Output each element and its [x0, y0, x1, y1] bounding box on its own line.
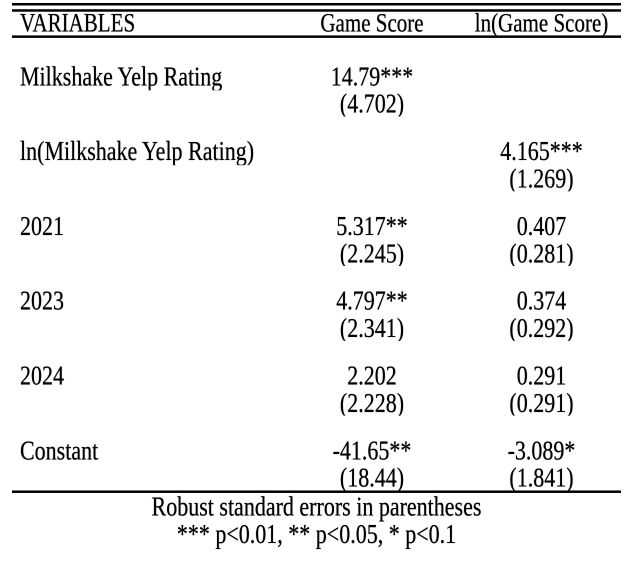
- se-cell: (4.702): [339, 89, 405, 117]
- header-variables: VARIABLES: [12, 11, 282, 38]
- spacer-row: [12, 191, 621, 212]
- coef-cell: 0.374: [516, 287, 567, 315]
- row-label: 2024: [20, 362, 64, 389]
- table-row: ln(Milkshake Yelp Rating) 4.165***: [12, 138, 621, 165]
- coef-cell: 4.797**: [336, 287, 408, 315]
- row-label: 2021: [20, 212, 64, 240]
- table-row: 2024 2.202 0.291: [12, 362, 621, 389]
- note-robust-se: Robust standard errors in parentheses: [151, 490, 482, 522]
- coef-cell: 0.407: [516, 212, 567, 240]
- regression-table: VARIABLES Game Score ln(Game Score) Milk…: [12, 11, 621, 491]
- se-cell: (18.44): [339, 463, 405, 491]
- header-row: VARIABLES Game Score ln(Game Score): [12, 11, 621, 38]
- se-cell: (0.291): [509, 388, 574, 416]
- table-row: 2021 5.317** 0.407: [12, 212, 621, 239]
- coef-cell: 4.165***: [500, 137, 583, 165]
- row-label: Milkshake Yelp Rating: [20, 62, 223, 90]
- table-row-se: (1.269): [12, 164, 621, 191]
- table-row-se: (4.702): [12, 90, 621, 117]
- coef-cell: 2.202: [347, 362, 397, 389]
- coef-cell: 5.317**: [336, 212, 408, 240]
- row-label: ln(Milkshake Yelp Rating): [20, 137, 255, 165]
- top-rule-inner: [12, 9, 621, 12]
- spacer-row: [12, 416, 621, 437]
- top-rule-outer: [12, 3, 621, 6]
- se-cell: [462, 90, 621, 117]
- se-cell: (2.245): [339, 239, 405, 267]
- se-cell: [282, 164, 462, 191]
- coef-cell: 0.291: [516, 362, 567, 389]
- spacer-row: [12, 37, 621, 63]
- table-row-se: (18.44) (1.841): [12, 464, 621, 491]
- se-cell: (0.281): [509, 239, 574, 267]
- table-row-se: (2.228) (0.291): [12, 389, 621, 416]
- table-row-se: (2.245) (0.281): [12, 239, 621, 266]
- coef-cell: [282, 138, 462, 165]
- note-significance-legend: *** p<0.01, ** p<0.05, * p<0.1: [176, 517, 457, 549]
- row-label: 2023: [20, 287, 64, 315]
- se-cell: (2.228): [339, 388, 405, 416]
- spacer-row: [12, 341, 621, 362]
- coef-cell: -41.65**: [332, 436, 412, 464]
- se-cell: (1.269): [509, 164, 574, 192]
- coef-cell: [462, 63, 621, 90]
- table-row: 2023 4.797** 0.374: [12, 287, 621, 314]
- table-row: Milkshake Yelp Rating 14.79***: [12, 63, 621, 90]
- table-row-se: (2.341) (0.292): [12, 314, 621, 341]
- coef-cell: -3.089*: [507, 436, 576, 464]
- row-label: Constant: [20, 436, 99, 464]
- se-cell: (0.292): [509, 314, 574, 341]
- bottom-rule: [12, 490, 621, 493]
- coef-cell: 14.79***: [330, 62, 414, 90]
- table-row: Constant -41.65** -3.089*: [12, 437, 621, 464]
- spacer-row: [12, 116, 621, 137]
- header-col-game-score: Game Score: [282, 11, 462, 38]
- header-col-ln-game-score: ln(Game Score): [462, 11, 621, 38]
- regression-table-page: VARIABLES Game Score ln(Game Score) Milk…: [0, 3, 640, 564]
- se-cell: (2.341): [339, 314, 405, 341]
- se-cell: (1.841): [509, 463, 574, 491]
- spacer-row: [12, 266, 621, 287]
